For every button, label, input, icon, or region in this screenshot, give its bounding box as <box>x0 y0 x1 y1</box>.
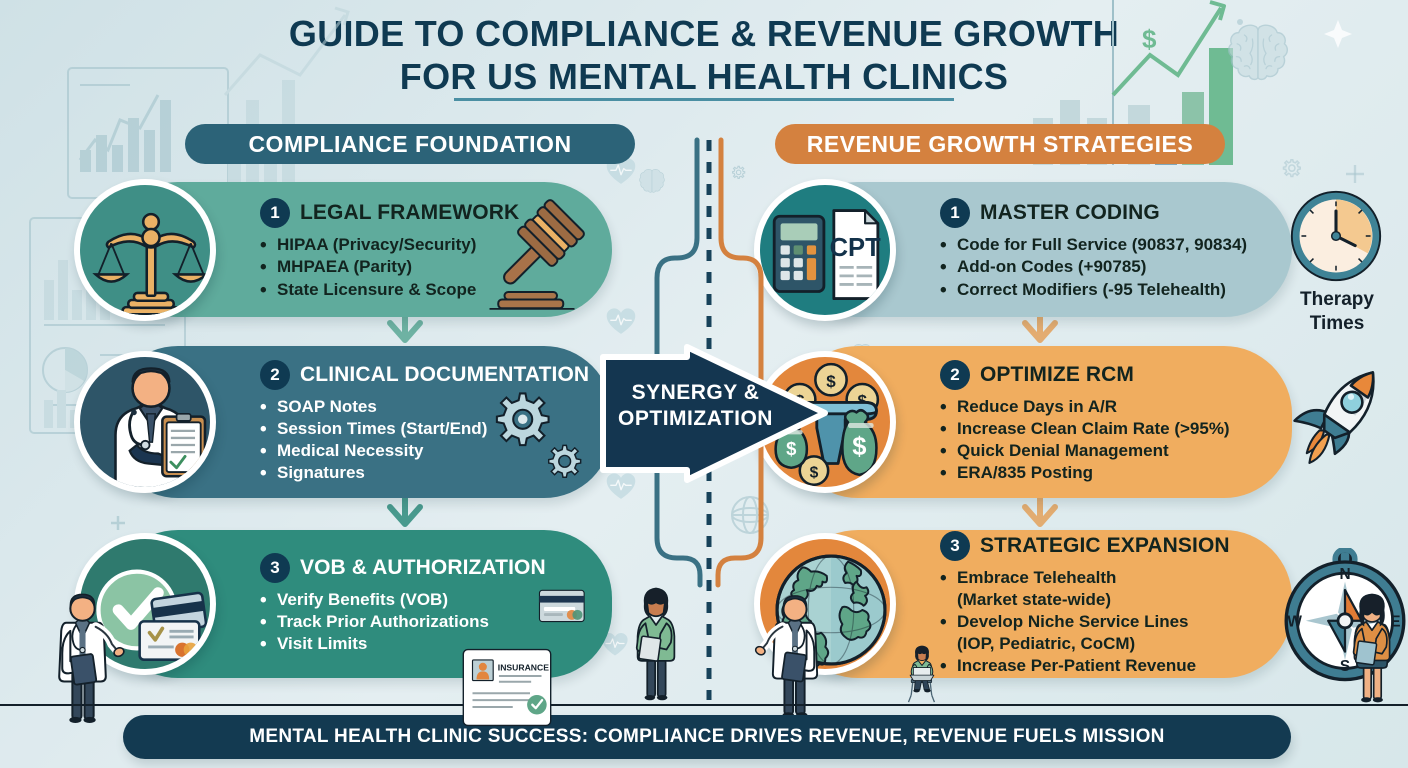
svg-text:W: W <box>1287 613 1302 630</box>
svg-text:INSURANCE: INSURANCE <box>498 662 549 672</box>
